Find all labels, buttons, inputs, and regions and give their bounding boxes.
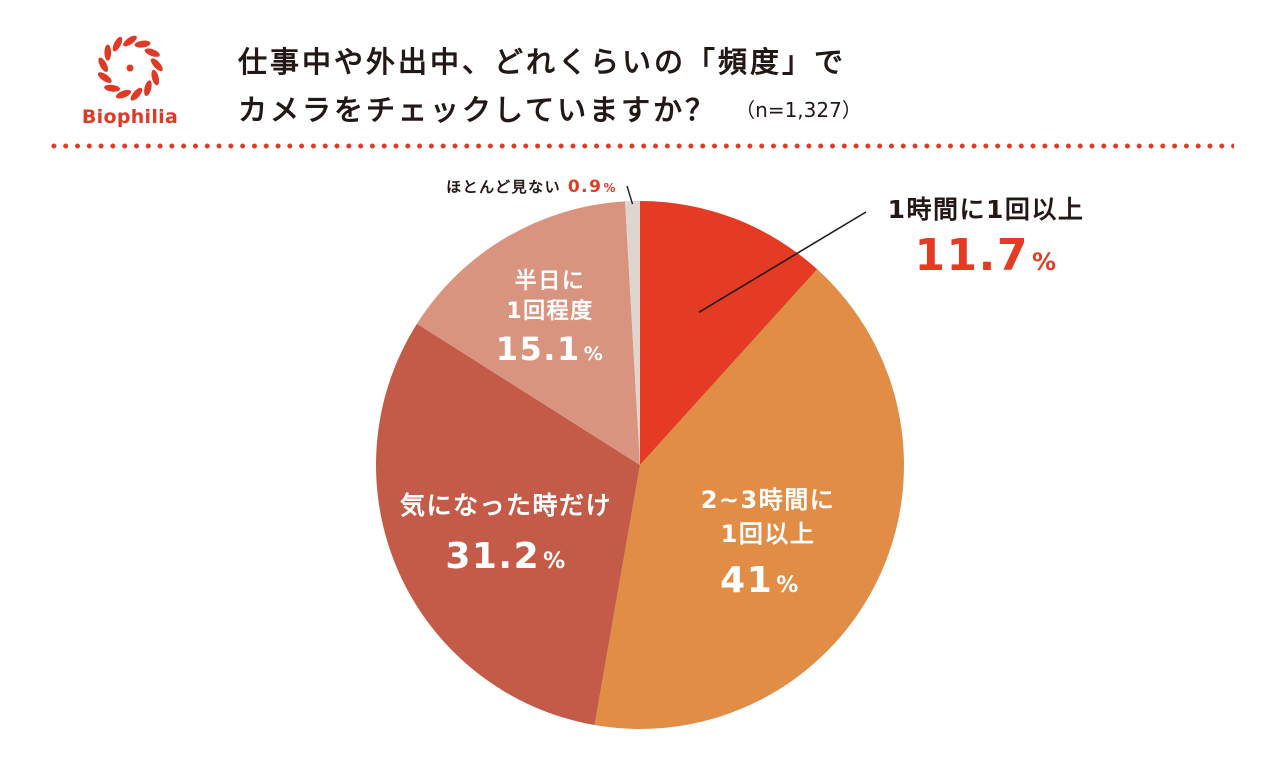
brand-name: Biophilia [81,106,179,128]
wreath-leaf [115,89,132,99]
page-title: 仕事中や外出中、どれくらいの「頻度」で カメラをチェックしていますか？ （n=1,… [238,38,998,134]
slice-4-label-line-1: 半日に [515,269,586,294]
slice-1-label: 1時間に1回以上 [888,195,1085,224]
pie-slice-5 [625,201,640,465]
leader-line-1 [698,211,867,313]
pie-slice-4 [416,201,640,465]
wreath-leaf [144,48,160,57]
slice-2-value: 41% [720,560,800,601]
wreath-leaf [151,69,160,86]
wreath-leaf [104,84,121,92]
dotted-divider [48,142,1234,150]
title-line-1: 仕事中や外出中、どれくらいの「頻度」で [238,45,847,79]
wreath-leaf [97,72,112,83]
slice-3-value: 31.2% [445,536,566,577]
slice-5-label-and-value: ほとんど見ない 0.9% [446,177,617,197]
slice-3-label: 気になった時だけ [400,491,612,520]
laurel-wreath-icon [97,35,163,101]
brand-logo: Biophilia [70,32,190,136]
slice-4-value: 15.1% [496,330,605,368]
wreath-leaf [104,44,112,61]
title-line-2-text: カメラをチェックしていますか？ [238,93,718,127]
sample-size: （n=1,327） [735,98,862,122]
slice-1-value: 11.7% [914,230,1057,281]
wreath-leaf [134,40,151,48]
slice-2-label-line-2: 1回以上 [721,520,816,548]
wreath-leaf [150,58,163,72]
pie-slice-2 [594,269,904,730]
title-line-2: カメラをチェックしていますか？ （n=1,327） [238,86,998,134]
slice-4-label-line-2: 1回程度 [506,298,593,324]
pie-slice-3 [375,323,640,726]
slice-2-label-line-1: 2~3時間に [701,486,836,514]
leader-line-5 [626,185,634,205]
wreath-leaf [112,36,123,52]
wreath-leaf [123,35,137,47]
wreath-leaf [130,87,143,101]
wreath-leaf [98,57,109,72]
wreath-leaf [144,80,152,97]
